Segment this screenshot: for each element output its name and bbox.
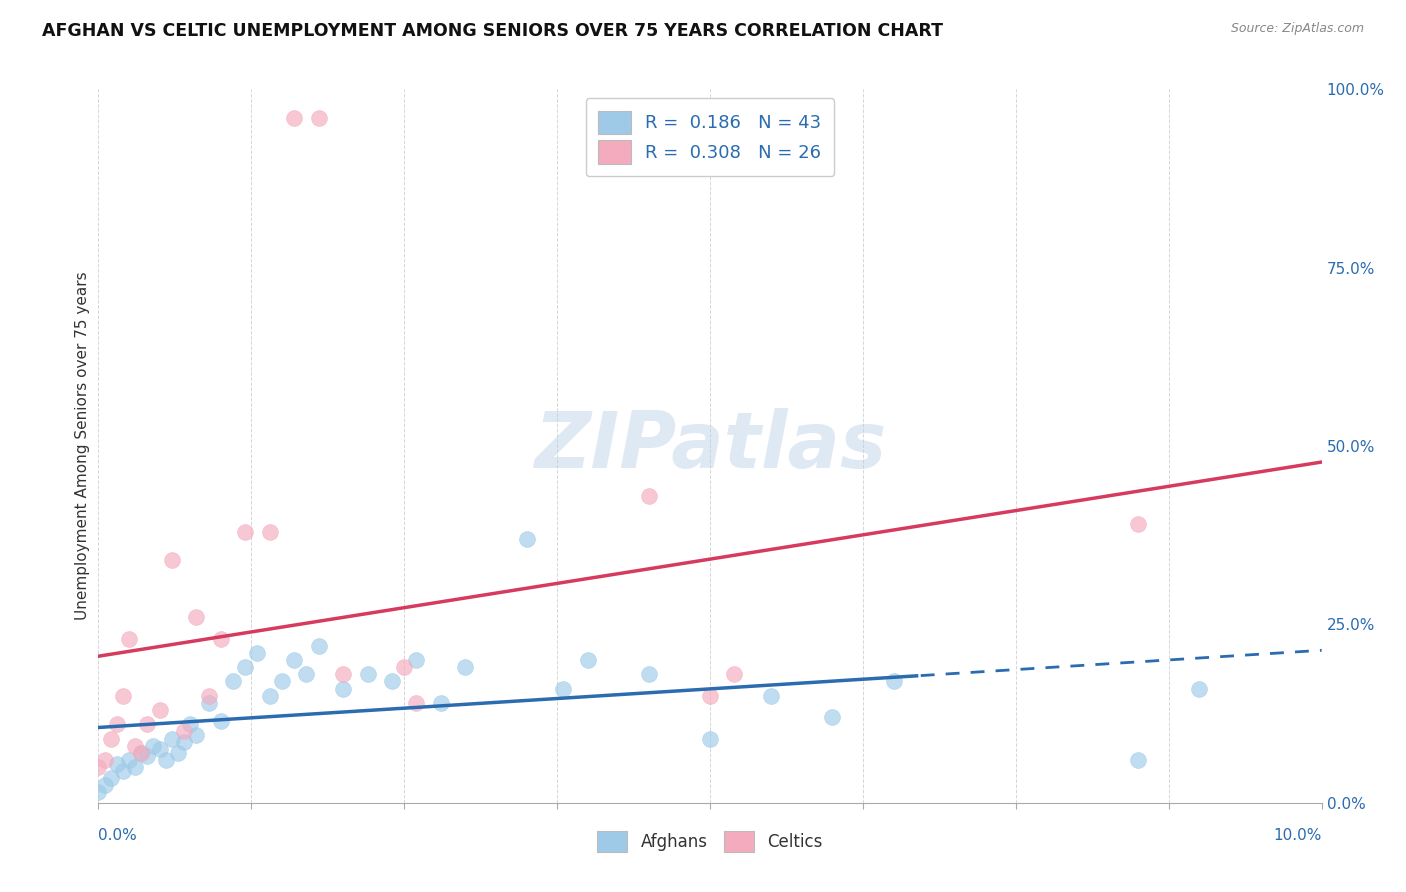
Point [1128,753,1150,767]
Point [295,667,318,681]
Text: 10.0%: 10.0% [1274,828,1322,843]
Point [405,696,427,710]
Point [100,771,122,785]
Point [1188,681,1211,696]
Point [638,667,661,681]
Point [332,667,354,681]
Point [167,746,190,760]
Point [186,728,208,742]
Text: Source: ZipAtlas.com: Source: ZipAtlas.com [1230,22,1364,36]
Point [111,764,134,778]
Point [381,674,404,689]
Point [883,674,905,689]
Point [136,749,159,764]
Text: 0.0%: 0.0% [98,828,138,843]
Point [821,710,844,724]
Point [142,739,165,753]
Point [160,553,183,567]
Point [1128,517,1150,532]
Point [93,778,115,792]
Point [124,760,146,774]
Point [100,731,122,746]
Point [87,785,110,799]
Point [197,689,219,703]
Point [699,689,721,703]
Point [173,735,195,749]
Point [209,632,232,646]
Point [118,632,141,646]
Text: AFGHAN VS CELTIC UNEMPLOYMENT AMONG SENIORS OVER 75 YEARS CORRELATION CHART: AFGHAN VS CELTIC UNEMPLOYMENT AMONG SENI… [42,22,943,40]
Point [93,753,115,767]
Point [283,111,305,125]
Point [259,689,281,703]
Point [209,714,232,728]
Point [270,674,294,689]
Point [149,742,172,756]
Point [283,653,305,667]
Point [186,610,208,624]
Point [308,111,330,125]
Point [699,731,721,746]
Legend: Afghans, Celtics: Afghans, Celtics [591,824,830,859]
Point [392,660,416,674]
Point [308,639,330,653]
Point [105,756,128,771]
Point [233,524,256,539]
Point [129,746,152,760]
Point [356,667,378,681]
Point [246,646,269,660]
Point [149,703,172,717]
Point [576,653,599,667]
Point [430,696,453,710]
Point [173,724,195,739]
Point [259,524,281,539]
Point [105,717,128,731]
Point [723,667,745,681]
Point [638,489,661,503]
Point [553,681,575,696]
Point [761,689,783,703]
Point [87,760,110,774]
Point [136,717,159,731]
Point [155,753,177,767]
Point [111,689,134,703]
Point [405,653,427,667]
Y-axis label: Unemployment Among Seniors over 75 years: Unemployment Among Seniors over 75 years [75,272,90,620]
Point [118,753,141,767]
Point [197,696,219,710]
Text: ZIPatlas: ZIPatlas [534,408,886,484]
Point [124,739,146,753]
Point [516,532,538,546]
Point [160,731,183,746]
Point [129,746,152,760]
Point [222,674,245,689]
Point [332,681,354,696]
Point [233,660,256,674]
Point [179,717,201,731]
Point [454,660,477,674]
